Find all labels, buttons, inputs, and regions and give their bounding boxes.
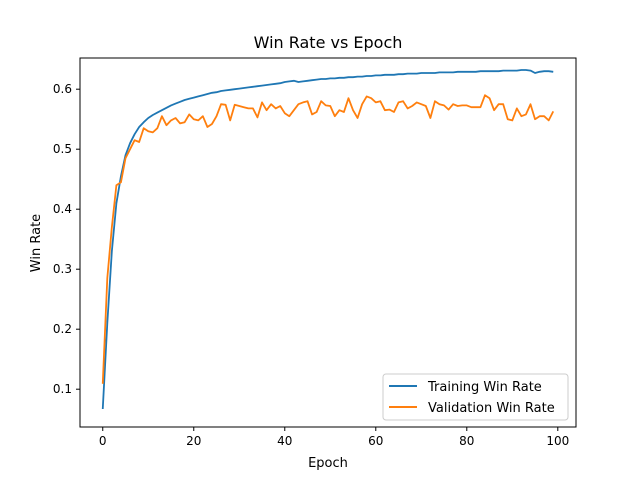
y-tick-label: 0.3 bbox=[53, 262, 72, 276]
chart-title: Win Rate vs Epoch bbox=[254, 33, 403, 52]
legend-box bbox=[382, 373, 569, 421]
x-tick-label: 80 bbox=[459, 434, 474, 448]
y-tick-label: 0.2 bbox=[53, 322, 72, 336]
y-axis-label: Win Rate bbox=[29, 214, 44, 272]
legend-label-training: Training Win Rate bbox=[427, 380, 542, 395]
x-tick-label: 0 bbox=[99, 434, 107, 448]
x-tick-label: 100 bbox=[546, 434, 569, 448]
x-axis-label: Epoch bbox=[308, 456, 348, 471]
training-win-rate-line bbox=[101, 69, 554, 410]
y-tick-label: 0.1 bbox=[53, 382, 72, 396]
x-tick-label: 40 bbox=[277, 434, 292, 448]
series-lines bbox=[101, 69, 555, 410]
legend: Training Win Rate Validation Win Rate bbox=[382, 373, 569, 421]
x-axis: 0 20 40 60 80 100 bbox=[99, 427, 569, 448]
x-tick-label: 20 bbox=[186, 434, 201, 448]
y-tick-label: 0.5 bbox=[53, 142, 72, 156]
y-tick-label: 0.4 bbox=[53, 202, 72, 216]
x-tick-label: 60 bbox=[368, 434, 383, 448]
y-tick-label: 0.6 bbox=[53, 82, 72, 96]
legend-label-validation: Validation Win Rate bbox=[428, 401, 555, 416]
plot-frame bbox=[79, 57, 577, 428]
validation-win-rate-line bbox=[101, 94, 555, 384]
y-axis: 0.1 0.2 0.3 0.4 0.5 0.6 bbox=[53, 82, 80, 396]
